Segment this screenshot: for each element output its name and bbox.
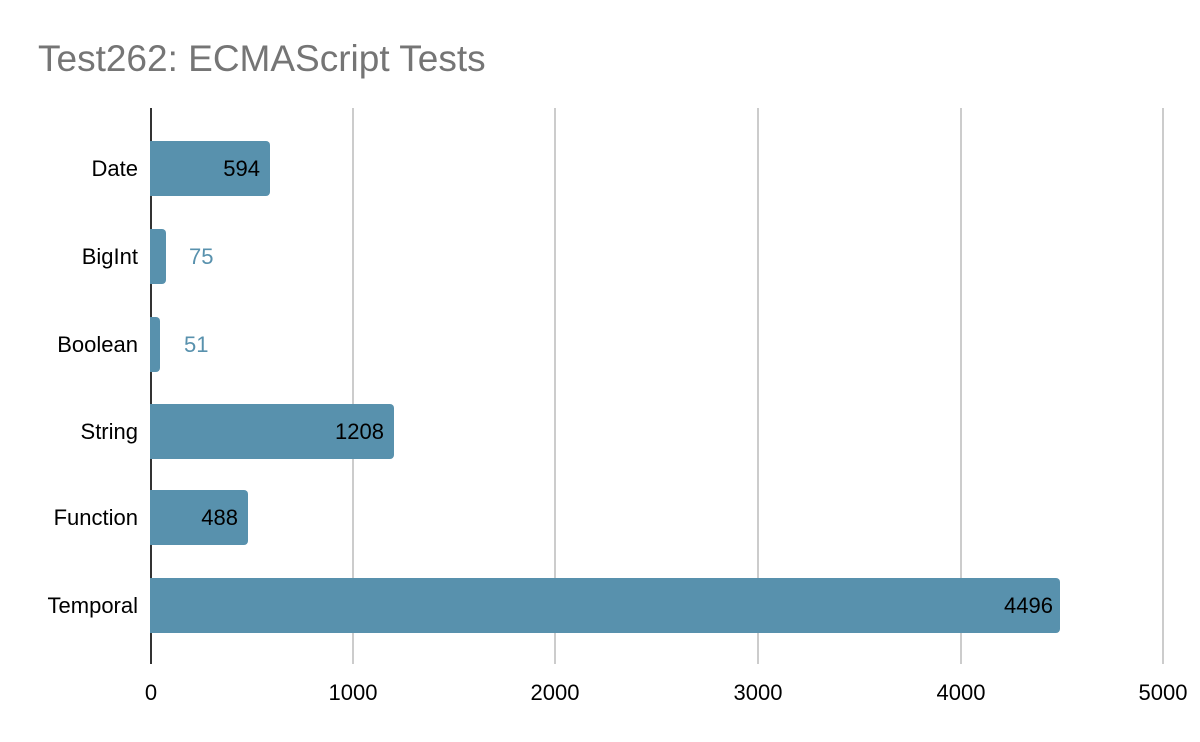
- bar-function: [150, 490, 248, 545]
- bar-value-string: 1208: [335, 419, 384, 444]
- x-tick-2000: 2000: [530, 680, 580, 705]
- bar-boolean: [150, 317, 160, 372]
- gridline-1000: [352, 108, 354, 664]
- x-tick-1000: 1000: [328, 680, 378, 705]
- bar-value-date: 594: [223, 156, 260, 181]
- category-label-temporal: Temporal: [47, 593, 138, 618]
- bar-string: [150, 404, 394, 459]
- x-tick-5000: 5000: [1138, 680, 1188, 705]
- y-axis-line: [150, 108, 152, 664]
- x-tick-0: 0: [144, 680, 158, 705]
- gridline-4000: [960, 108, 962, 664]
- bar-value-function: 488: [201, 505, 238, 530]
- bar-value-temporal: 4496: [1004, 593, 1053, 618]
- x-tick-4000: 4000: [936, 680, 986, 705]
- category-label-date: Date: [91, 156, 138, 181]
- plot-area: 594 75 51 1208 488 4496: [150, 108, 1164, 664]
- category-label-string: String: [80, 419, 138, 444]
- gridline-3000: [757, 108, 759, 664]
- chart-title: Test262: ECMAScript Tests: [38, 38, 486, 79]
- gridline-5000: [1162, 108, 1164, 664]
- bar-value-bigint: 75: [189, 244, 214, 269]
- category-label-boolean: Boolean: [57, 332, 138, 357]
- gridline-2000: [554, 108, 556, 664]
- bar-bigint: [150, 229, 166, 284]
- category-label-bigint: BigInt: [81, 244, 138, 269]
- bar-date: [150, 141, 270, 196]
- bar-temporal: [150, 578, 1060, 633]
- category-label-function: Function: [53, 505, 138, 530]
- x-tick-3000: 3000: [733, 680, 783, 705]
- bar-value-boolean: 51: [184, 332, 209, 357]
